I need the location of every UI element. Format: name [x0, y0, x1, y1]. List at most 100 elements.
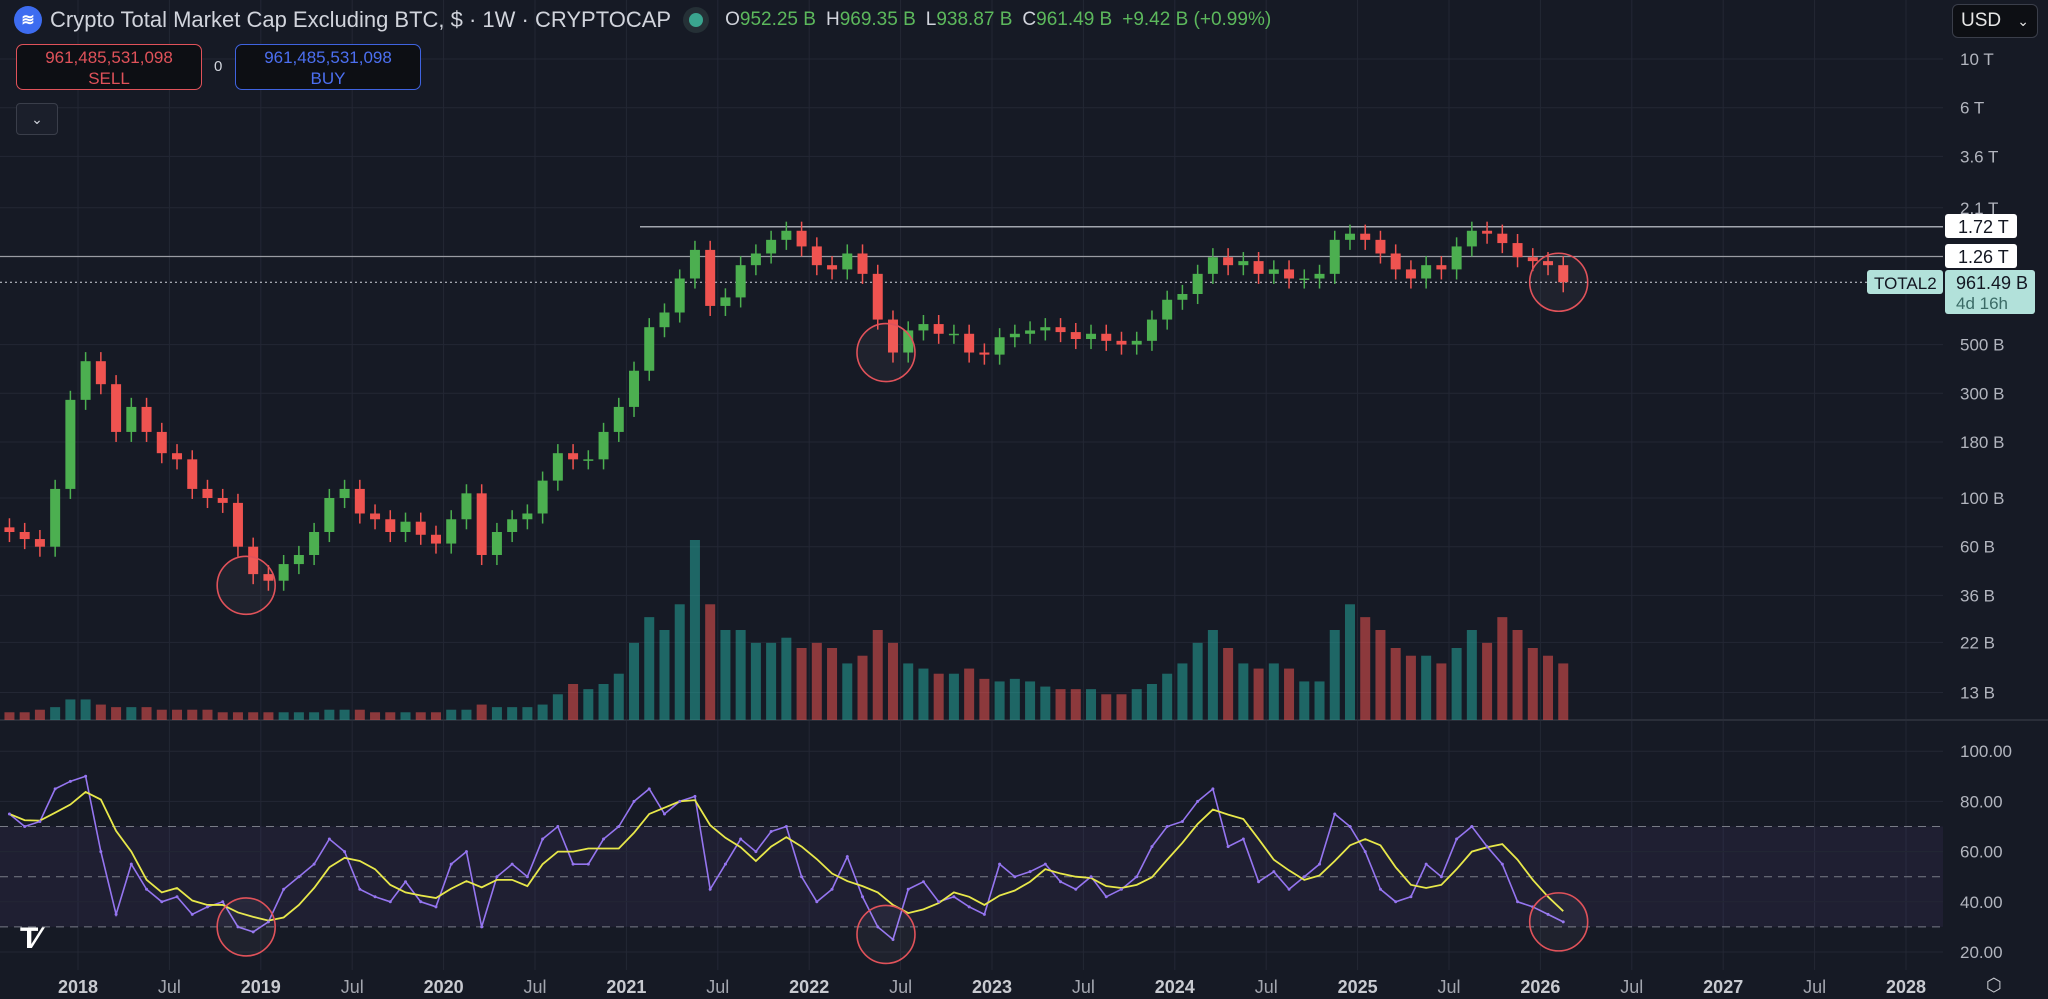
annotation-circle [216, 555, 276, 616]
low-value: 938.87 B [936, 9, 1013, 30]
volume-bar [1116, 694, 1127, 720]
rsi-point [1424, 862, 1428, 866]
volume-bar [19, 712, 30, 720]
chevron-down-icon: ⌄ [31, 110, 43, 127]
volume-bar [461, 709, 472, 720]
rsi-point [23, 825, 27, 828]
chevron-down-icon: ⌄ [2017, 12, 2029, 29]
rsi-point [297, 875, 301, 879]
collapse-legend-button[interactable]: ⌄ [16, 103, 58, 135]
rsi-point [145, 887, 149, 891]
candle-body [1101, 333, 1112, 341]
candle-body [217, 498, 228, 503]
volume-bar [1314, 681, 1325, 720]
volume-bar [1451, 648, 1462, 720]
volume-bar [95, 704, 106, 720]
rsi-point [571, 862, 575, 866]
volume-bar [1497, 617, 1508, 720]
volume-bar [872, 630, 883, 720]
volume-bar [1223, 648, 1234, 720]
candle-body [583, 459, 594, 461]
volume-bar [1131, 689, 1142, 720]
rsi-point [1348, 825, 1352, 828]
volume-bar [659, 630, 670, 720]
buy-price: 961,485,531,098 [264, 48, 392, 67]
rsi-point [1196, 799, 1200, 803]
volume-bar [629, 642, 640, 720]
buy-label: BUY [310, 69, 346, 88]
low-label: L [925, 9, 937, 30]
candle-body [1375, 239, 1386, 254]
symbol-title[interactable]: Crypto Total Market Cap Excluding BTC, $… [50, 7, 672, 32]
volume-bar [933, 673, 944, 720]
rsi-point [327, 837, 331, 841]
settings-icon[interactable]: ⬡ [1986, 975, 2002, 995]
rsi-point [1211, 787, 1215, 791]
bar-countdown-label: 4d 16h [1956, 294, 2008, 313]
rsi-point [1485, 845, 1489, 849]
rsi-point [1546, 912, 1550, 916]
candle-body [50, 488, 61, 547]
candle-body [1055, 327, 1066, 333]
rsi-point [1028, 870, 1032, 874]
volume-bar [1344, 604, 1355, 720]
time-tick-label: Jul [523, 977, 546, 997]
candle-body [948, 333, 959, 336]
volume-bar [613, 673, 624, 720]
rsi-point [1272, 870, 1276, 874]
candle-body [1451, 246, 1462, 270]
candle-body [248, 546, 259, 575]
currency-select[interactable]: USD ⌄ [1952, 4, 2038, 38]
close-value: 961.49 B [1036, 9, 1113, 30]
volume-bar [263, 712, 274, 720]
candle-body [202, 488, 213, 498]
candle-body [354, 488, 365, 514]
time-tick-label: Jul [706, 977, 729, 997]
candle-body [1146, 319, 1157, 341]
annotation-circle [1528, 252, 1589, 313]
candle-body [1268, 269, 1279, 274]
volume-bar [385, 712, 396, 720]
volume-bar [1512, 630, 1523, 720]
candle-body [811, 246, 822, 266]
candle-body [857, 253, 868, 274]
rsi-point [434, 905, 438, 909]
candle-body [613, 406, 624, 432]
rsi-point [1394, 900, 1398, 904]
tradingview-logo-icon[interactable]: T∕ [20, 922, 39, 955]
volume-bar [491, 707, 502, 720]
candle-body [65, 399, 76, 489]
rsi-point [251, 930, 255, 934]
candle-body [629, 370, 640, 407]
candle-body [1344, 233, 1355, 240]
candle-body [339, 488, 350, 498]
rsi-point [449, 862, 453, 866]
candle-body [278, 564, 289, 581]
volume-bar [1329, 630, 1340, 720]
candle-body [1131, 340, 1142, 345]
sell-button[interactable]: 961,485,531,098 SELL [16, 44, 202, 90]
candle-body [491, 532, 502, 555]
volume-bar [278, 712, 289, 720]
candle-body [1558, 265, 1569, 283]
volume-bar [507, 707, 518, 720]
price-axis-area[interactable] [1943, 0, 2048, 999]
buy-button[interactable]: 961,485,531,098 BUY [235, 44, 421, 90]
level-price-tag [1945, 244, 2017, 268]
candle-body [1360, 233, 1371, 240]
volume-bar [720, 630, 731, 720]
candle-body [1421, 265, 1432, 279]
rsi-tick-label: 100.00 [1960, 742, 2012, 761]
market-status-icon [689, 13, 704, 27]
rsi-point [815, 900, 819, 904]
rsi-point [358, 887, 362, 891]
volume-bar [1086, 689, 1097, 720]
candle-body [1040, 327, 1051, 331]
last-price-label: 961.49 B [1956, 273, 2028, 293]
spread-value: 0 [214, 58, 223, 75]
rsi-point [114, 912, 118, 916]
rsi-point [1363, 850, 1367, 854]
volume-bar [903, 663, 914, 720]
candle-body [552, 453, 563, 481]
